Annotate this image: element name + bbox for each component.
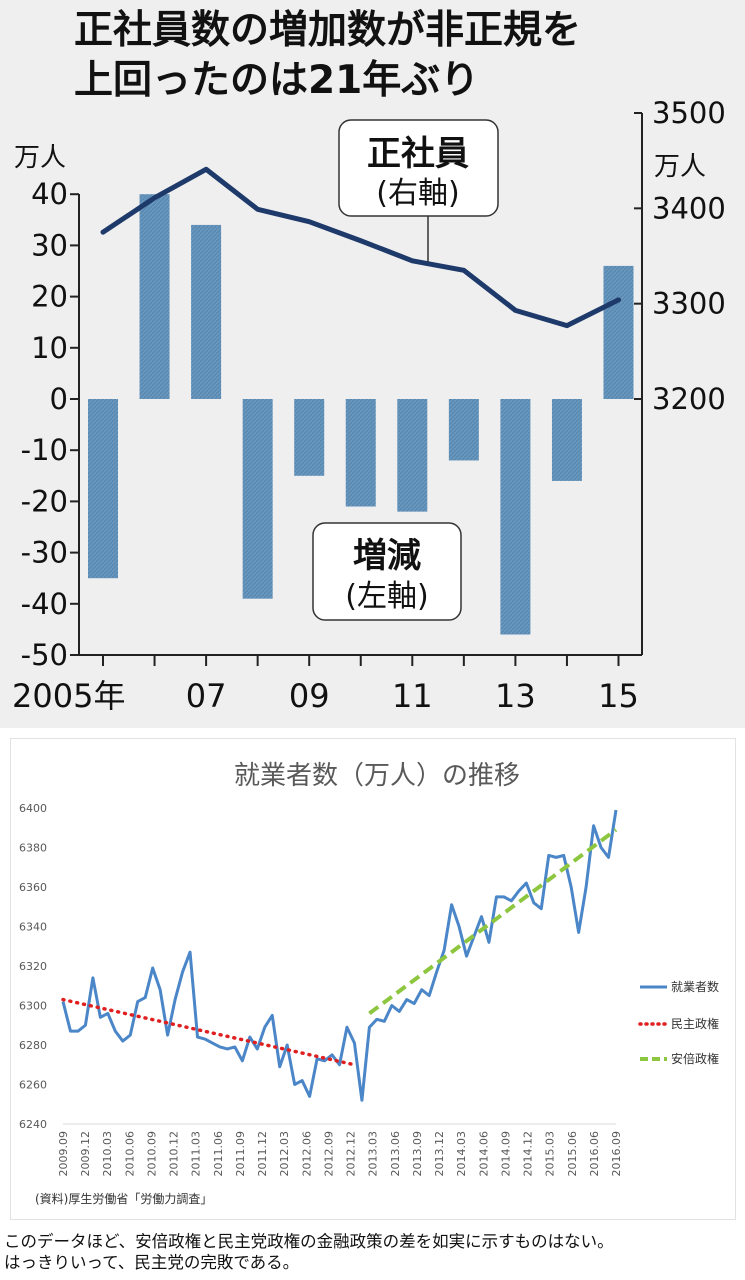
callout-line-sub: (右軸): [376, 176, 459, 211]
trend-line-abe: [368, 828, 618, 1016]
x-axis-tick-label: 2011.03: [190, 1131, 203, 1177]
caption-line-1: このデータほど、安倍政権と民主党政権の金融政策の差を如実に示すものはない。: [4, 1232, 614, 1251]
left-axis-tick-label: -40: [21, 587, 68, 621]
left-axis-tick-label: -20: [21, 484, 68, 518]
left-axis-tick-label: 30: [31, 228, 68, 262]
x-axis-tick-label: 2015.06: [566, 1131, 579, 1177]
bar: [191, 224, 222, 399]
x-axis-tick-label: 15: [598, 677, 639, 715]
left-axis-unit: 万人: [14, 143, 66, 173]
x-axis-tick-label: 2010.09: [145, 1131, 158, 1177]
x-axis-tick-label: 2011.06: [212, 1131, 225, 1177]
left-axis-tick-label: -10: [21, 433, 68, 467]
y-axis-tick-label: 6320: [19, 960, 47, 973]
y-axis-tick-label: 6360: [19, 881, 47, 894]
legend-label: 就業者数: [671, 979, 719, 994]
bar: [345, 399, 376, 507]
bar: [603, 265, 634, 399]
right-axis-tick-label: 3400: [652, 191, 726, 225]
y-axis-tick-label: 6380: [19, 842, 47, 855]
left-axis-tick-label: -50: [21, 638, 68, 672]
bar: [88, 399, 118, 579]
bar: [397, 399, 428, 512]
left-axis-tick-label: 0: [50, 382, 68, 416]
lower-chart-panel: 就業者数（万人）の推移 6400 6380 6360 6340 6320 6300 6280 6…: [10, 738, 736, 1220]
right-axis-tick-label: 3300: [652, 287, 726, 321]
x-axis-tick-label: 2014.06: [477, 1131, 490, 1177]
y-axis-tick-label: 6340: [19, 921, 47, 934]
x-axis-tick-label: 2014.03: [455, 1131, 468, 1177]
x-axis-tick-label: 2011.09: [234, 1131, 247, 1177]
x-axis-tick-label: 09: [289, 677, 330, 715]
x-axis-tick-label: 07: [186, 677, 227, 715]
callout-box-line: [338, 119, 499, 217]
x-axis-tick-label: 2012.12: [345, 1131, 358, 1177]
y-axis-tick-label: 6280: [19, 1039, 47, 1052]
left-axis-tick-label: 20: [31, 280, 68, 314]
x-axis-tick-label: 2013.09: [411, 1131, 424, 1177]
source-note: (資料)厚生労働省「労働力調査」: [35, 1192, 212, 1206]
callout-bars-title: 増減: [353, 536, 421, 576]
x-axis-tick-label: 2015.03: [544, 1131, 557, 1177]
right-axis-tick-label: 3200: [652, 382, 726, 416]
x-axis-tick-label: 2012.03: [278, 1131, 291, 1177]
x-axis-tick-label: 11: [392, 677, 433, 715]
x-axis-tick-label: 2009.09: [57, 1131, 70, 1177]
right-axis-unit: 万人: [654, 152, 706, 182]
x-axis-tick-label: 2009.12: [79, 1131, 92, 1177]
x-axis-tick-label: 13: [495, 677, 536, 715]
callout-box-bars: [312, 522, 462, 621]
left-axis-tick-label: 10: [31, 331, 68, 365]
lower-chart-plot: 就業者数（万人）の推移 6400 6380 6360 6340 6320 6300 6280 6…: [19, 761, 719, 1206]
callout-bars-sub: (左軸): [345, 579, 428, 614]
caption: このデータほど、安倍政権と民主党政権の金融政策の差を如実に示すものはない。 はっ…: [4, 1231, 745, 1273]
y-axis-tick-label: 6260: [19, 1079, 47, 1092]
left-axis-tick-label: 40: [31, 177, 68, 211]
x-axis-tick-label: 2010.06: [123, 1131, 136, 1177]
y-axis-tick-label: 6300: [19, 1000, 47, 1013]
x-axis-tick-label: 2013.06: [389, 1131, 402, 1177]
legend-label: 安倍政権: [671, 1051, 719, 1066]
x-axis-tick-label: 2013.12: [433, 1131, 446, 1177]
x-axis-tick-label: 2012.09: [322, 1131, 335, 1177]
caption-line-2: はっきりいって、民主党の完敗である。: [4, 1253, 300, 1272]
x-axis-tick-label: 2016.06: [588, 1131, 601, 1177]
upper-chart-title-line-1: 正社員数の増加数が非正規を: [74, 8, 582, 53]
y-axis-tick-label: 6240: [19, 1118, 47, 1131]
right-axis-tick-label: 3500: [652, 96, 726, 130]
bar: [294, 399, 325, 476]
x-axis-tick-label: 2014.12: [522, 1131, 535, 1177]
bar: [448, 399, 479, 461]
y-axis-tick-label: 6400: [19, 802, 47, 815]
upper-chart-title-line-2: 上回ったのは21年ぶり: [74, 58, 480, 103]
trend-line-minshu: [61, 997, 357, 1067]
left-axis-tick-label: -30: [21, 536, 68, 570]
bar: [551, 399, 582, 481]
callout-line-title: 正社員: [367, 134, 469, 174]
series-line-shugyosha: [61, 809, 618, 1102]
bar: [242, 399, 273, 599]
x-axis-tick-label: 2010.12: [168, 1131, 181, 1177]
x-axis-tick-label: 2012.06: [300, 1131, 313, 1177]
upper-chart-title: 正社員数の増加数が非正規を 上回ったのは21年ぶり: [74, 6, 581, 106]
x-axis-tick-label: 2014.09: [499, 1131, 512, 1177]
x-axis-tick-label: 2010.03: [101, 1131, 114, 1177]
x-axis-tick-label: 2005年: [12, 677, 125, 715]
bar: [139, 194, 170, 399]
upper-chart-plot: 万人 40 30 20 10 0 -10 -20 -30 -40 -50 3500 3400 3300 32…: [12, 96, 726, 715]
x-axis-tick-label: 2011.12: [256, 1131, 269, 1177]
x-axis-tick-label: 2016.09: [610, 1131, 623, 1177]
legend-label: 民主政権: [671, 1016, 719, 1031]
series-line-seishain: [100, 166, 621, 329]
x-axis-tick-label: 2013.03: [367, 1131, 380, 1177]
lower-chart-title: 就業者数（万人）の推移: [234, 761, 520, 791]
bar: [500, 399, 531, 635]
upper-chart-panel: 正社員数の増加数が非正規を 上回ったのは21年ぶり 万人 40 30 20 10 0 -10…: [0, 0, 745, 728]
